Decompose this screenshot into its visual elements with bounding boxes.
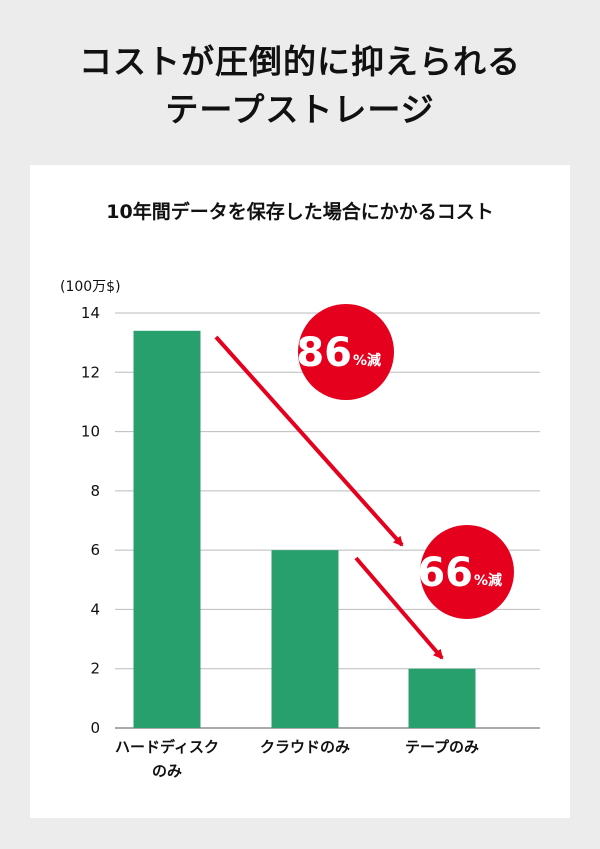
x-category-label: ハードディスク [115,738,219,756]
reduction-suffix: %減 [474,572,502,589]
y-tick-label: 2 [90,660,100,678]
reduction-value: 86 [296,330,352,376]
x-category-label: クラウドのみ [260,738,350,756]
reduction-badge [420,525,514,619]
y-tick-label: 6 [90,541,100,559]
reduction-arrow [354,556,444,660]
bar [133,330,201,728]
x-category-label: テープのみ [405,738,479,756]
x-category-label: のみ [152,762,182,780]
reduction-value: 66 [417,550,473,596]
y-tick-label: 14 [81,304,100,322]
bar [271,550,339,728]
reduction-arrow [214,335,404,547]
y-unit-label: (100万$) [60,279,121,295]
y-tick-label: 12 [81,363,100,381]
reduction-badge [298,304,394,400]
chart-title: 10年間データを保存した場合にかかるコスト [106,201,494,223]
page-title-line1: コストが圧倒的に抑えられる [79,42,521,81]
y-tick-label: 4 [90,600,100,618]
page-title-line2: テープストレージ [165,90,435,129]
y-tick-label: 8 [90,482,100,500]
reduction-suffix: %減 [353,352,381,369]
y-tick-label: 0 [90,719,100,737]
y-tick-label: 10 [81,423,100,441]
chart-card: 10年間データを保存した場合にかかるコスト (100万$) 0 2 4 6 8 10 12 14… [30,165,570,818]
bar [408,668,476,728]
